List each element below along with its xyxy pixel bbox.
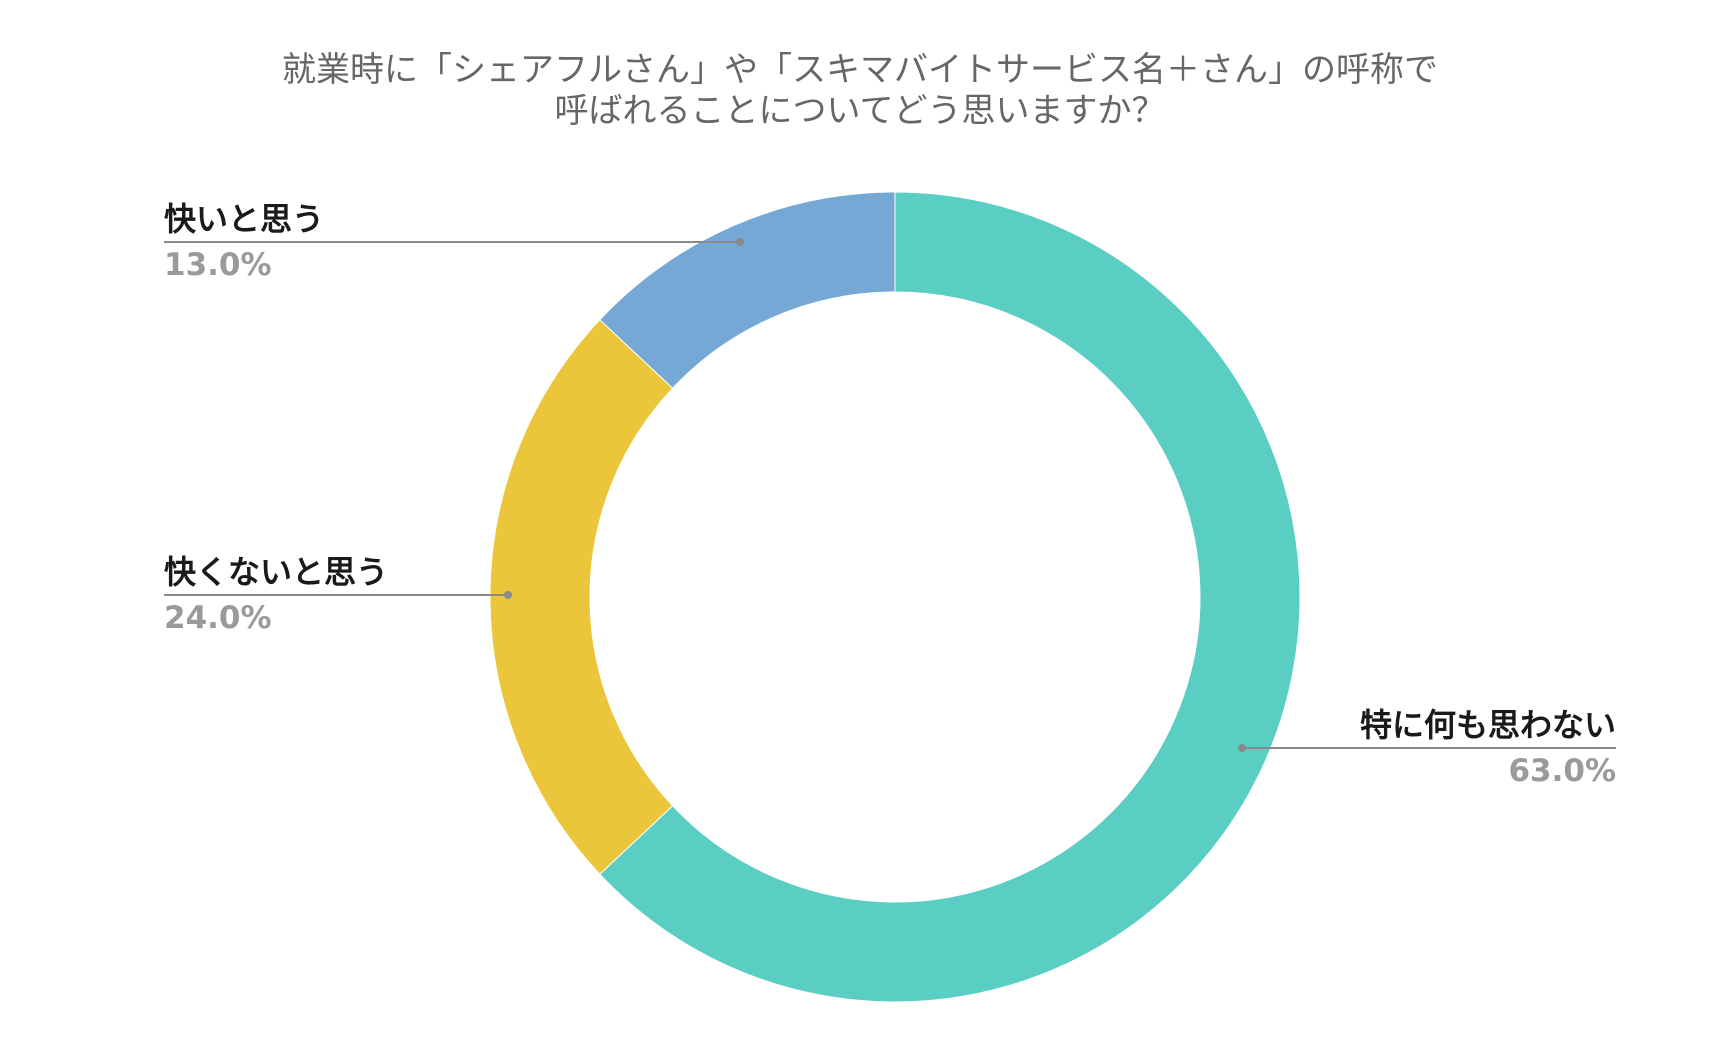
chart-title-line-2: 呼ばれることについてどう思いますか？ (555, 91, 1166, 131)
slice-labels: 特に何も思わない 63.0% 快くないと思う 24.0% 快いと思う 13.0% (164, 200, 1616, 789)
donut-slice-2 (489, 319, 674, 875)
donut-slice-3 (599, 191, 896, 389)
leader-dot-2 (504, 591, 512, 599)
slice-value-1: 63.0% (1508, 753, 1616, 789)
donut-slice-1 (599, 191, 1301, 1003)
donut-slices (489, 191, 1301, 1003)
chart-title-line-1: 就業時に「シェアフルさん」や「スキマバイトサービス名＋さん」の呼称で (282, 50, 1438, 90)
leader-dot-1 (1238, 744, 1246, 752)
leader-dot-3 (736, 238, 744, 246)
slice-value-2: 24.0% (164, 600, 272, 636)
slice-label-3: 快いと思う (164, 200, 324, 238)
slice-label-2: 快くないと思う (164, 553, 388, 591)
slice-value-3: 13.0% (164, 247, 272, 283)
leader-lines (164, 238, 1616, 752)
slice-label-1: 特に何も思わない (1360, 706, 1616, 744)
